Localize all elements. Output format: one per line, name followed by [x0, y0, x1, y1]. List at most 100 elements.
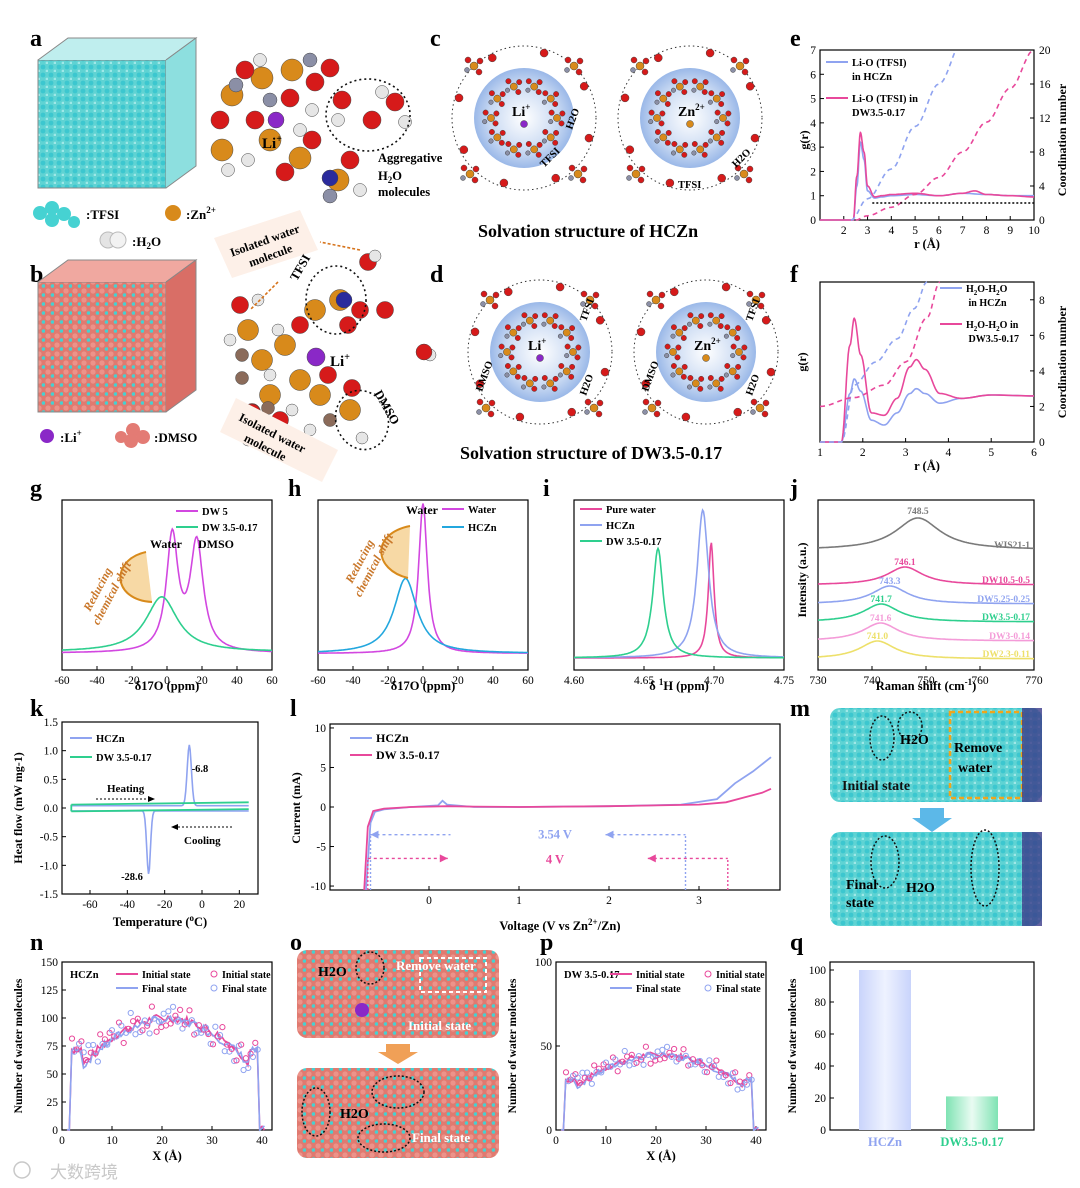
chart-p-scatter-point [703, 1069, 711, 1076]
chart-f-ytick-label: 8 [1039, 295, 1045, 307]
chart-p-scatter-point [671, 1045, 678, 1053]
o-atom [705, 48, 715, 58]
chart-h-xtick-label: -60 [310, 675, 326, 687]
o-atom [575, 344, 582, 351]
chart-n-ytick-label: 150 [41, 957, 59, 969]
chart-p-xtick-label: 10 [600, 1135, 612, 1147]
panel-c-zn-mol-label: TFSI [678, 180, 701, 191]
chart-e-xtick-label: 5 [912, 225, 918, 237]
chart-e-legend-label: Li-O (TFSI) in HCZn [852, 58, 907, 83]
chart-e-ytick-label: 12 [1039, 113, 1051, 125]
c-atom [482, 119, 488, 125]
chart-p-scatter-point [605, 1063, 612, 1070]
o-atom [636, 327, 646, 337]
chart-k-dw-heat [71, 801, 249, 806]
s-atom [691, 316, 700, 325]
chart-p-xlabel: X (Å) [646, 1149, 676, 1163]
s-atom [562, 328, 571, 337]
o-atom [492, 291, 500, 299]
chart-n-xtick-label: 40 [256, 1135, 268, 1147]
isolated-water-bottom: Isolated watermolecule [220, 398, 338, 482]
chart-p-scatter-point [633, 1059, 640, 1066]
o-atom [691, 141, 698, 147]
chart-j-spectrum-2 [818, 585, 1034, 605]
carbon-atom [235, 348, 249, 362]
o-atom [626, 164, 634, 172]
o-atom [504, 324, 511, 331]
chart-j-peak-label: 748.5 [907, 507, 929, 517]
c-atom [504, 372, 510, 378]
o-atom [674, 354, 681, 361]
panel-o-h2o-bottom: H2O [340, 1107, 369, 1122]
chart-n-scatter-point [83, 1057, 90, 1064]
o-atom [717, 385, 724, 392]
chart-j-peak-label: 741.7 [870, 595, 892, 605]
chart-p-title: DW 3.5-0.17 [564, 970, 620, 981]
panel-m-remove-label: Remove water [954, 741, 1002, 776]
chart-n-scatter-point [155, 1018, 163, 1025]
chart-n-scatter-point [90, 1041, 97, 1049]
o-atom [733, 407, 742, 417]
chart-j-xtick-label: 750 [917, 675, 935, 687]
s-atom [735, 61, 745, 71]
o-atom [719, 129, 726, 136]
chart-f-dw-cn [819, 281, 941, 408]
c-atom [521, 321, 527, 327]
chart-i-series-1 [574, 508, 784, 659]
chart-q-ytick-label: 100 [809, 965, 827, 977]
o-atom [515, 325, 522, 332]
o-atom [535, 151, 542, 158]
o-atom [671, 141, 678, 147]
o-atom [536, 79, 543, 86]
ion-core [702, 354, 710, 362]
chart-i-series-0 [574, 542, 784, 659]
c-atom [630, 67, 636, 73]
chart-j-series-label: DW5.25-0.25 [977, 595, 1030, 605]
o-atom [531, 323, 538, 329]
chart-e-ytick-label: 5 [810, 94, 816, 106]
c-atom [714, 119, 720, 125]
chart-p-scatter-point [647, 1060, 654, 1067]
chart-j-spectrum-0 [818, 517, 1035, 550]
chart-p-ytick-label: 100 [535, 957, 553, 969]
o-atom [551, 323, 558, 329]
c-atom [707, 384, 713, 390]
chart-p-scatter-point [640, 1061, 647, 1068]
s-atom [647, 403, 657, 413]
o-atom [730, 343, 737, 350]
chart-p-scatter-point [732, 1069, 739, 1076]
chart-h-xtick-label: 60 [522, 675, 534, 687]
chart-i-xtick-label: 4.60 [564, 675, 584, 687]
chart-p-scatter-point [577, 1079, 584, 1086]
o-atom [734, 373, 741, 380]
legend-zn: :Zn2+ [165, 205, 216, 222]
s-atom [585, 295, 595, 305]
chart-k-legend-label: DW 3.5-0.17 [96, 753, 152, 764]
chart-n-scatter-point [94, 1058, 101, 1065]
chart-p-scatter-point [710, 1062, 718, 1070]
chart-e-xtick-label: 2 [841, 225, 847, 237]
o-atom [600, 367, 610, 377]
chart-n-scatter-point [78, 1038, 85, 1045]
o-atom [553, 129, 560, 136]
oxygen-atom [245, 110, 265, 130]
chart-e-ytick-label: 20 [1039, 45, 1051, 57]
o-atom [535, 89, 542, 95]
chart-n-scatter-point [97, 1031, 104, 1038]
o-atom [637, 176, 645, 184]
o-atom [741, 68, 749, 76]
lithium-atom [267, 111, 285, 129]
s-atom [503, 348, 511, 356]
panel-d-li-mol-label: DMSO [474, 360, 495, 393]
o-atom [680, 373, 687, 380]
o-atom [665, 178, 675, 188]
o-atom [542, 90, 549, 97]
panel-letter-p: p [540, 930, 553, 956]
c-atom [723, 333, 729, 339]
o-atom [475, 68, 483, 76]
chart-q-plot-frame [829, 961, 1035, 1131]
hydrogen-atom [353, 183, 367, 197]
chart-k-plot-frame [61, 721, 259, 895]
o-atom [576, 57, 584, 65]
c-atom [750, 409, 756, 415]
